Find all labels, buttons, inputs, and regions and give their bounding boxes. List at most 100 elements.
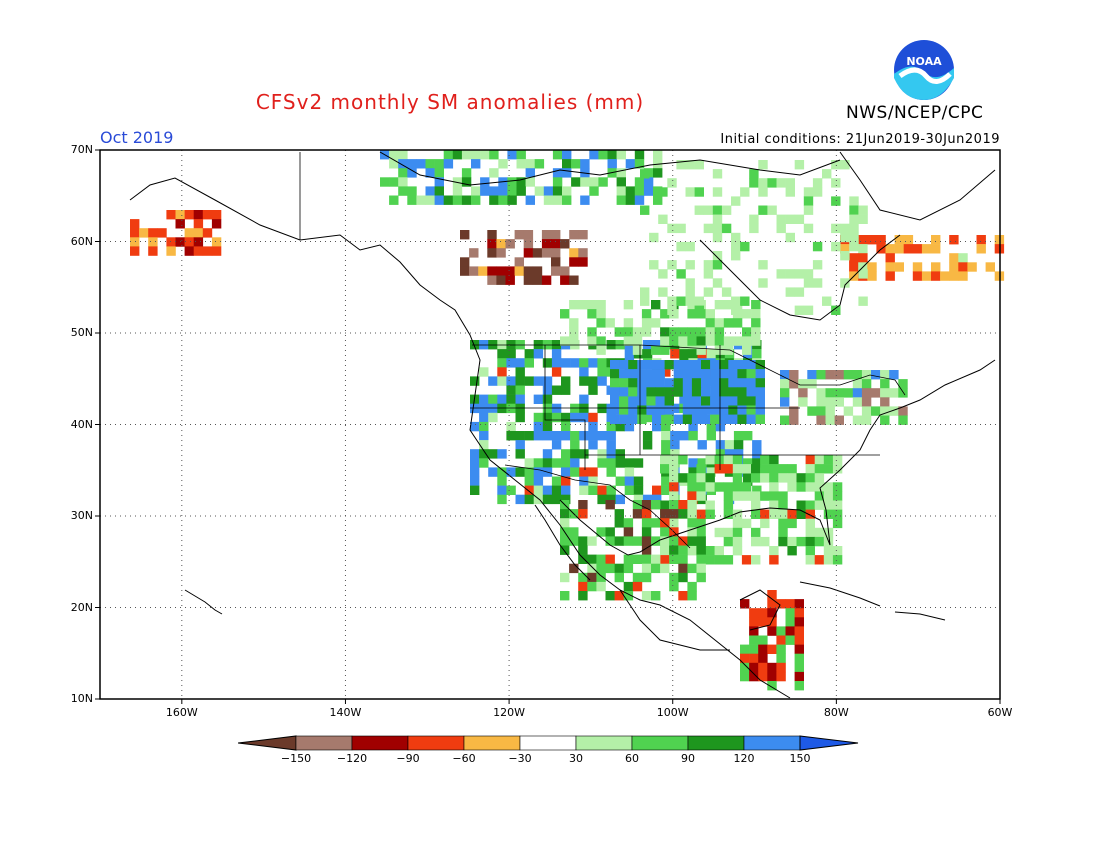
anomaly-cell [193,219,204,229]
coastline-yucatan [739,589,781,631]
anomaly-cell [667,296,677,306]
anomaly-cell [840,278,850,288]
anomaly-cell [741,482,752,492]
anomaly-cell [497,349,507,359]
anomaly-cell [871,406,881,416]
anomaly-cell [696,554,706,564]
anomaly-cell [861,370,872,380]
anomaly-cell [787,509,797,519]
anomaly-cell [723,500,734,510]
anomaly-cell [691,387,702,397]
anomaly-cell [787,482,797,492]
anomaly-cell [551,458,562,468]
anomaly-cell [751,491,761,501]
anomaly-cell [523,239,534,249]
anomaly-cell [732,455,743,465]
anomaly-cell [678,509,688,519]
anomaly-cell [606,458,616,468]
anomaly-cell [778,464,788,474]
anomaly-cell [407,168,417,178]
anomaly-cell [741,518,752,529]
colorbar-swatch [743,735,801,751]
anomaly-cell [610,405,620,415]
chart-title: CFSv2 monthly SM anomalies (mm) [255,90,645,114]
anomaly-cell [641,545,652,555]
anomaly-cell [470,458,480,468]
anomaly-cell [794,214,805,224]
lat-label: 60N [70,234,93,248]
anomaly-cell [794,653,804,664]
anomaly-cell [523,248,534,258]
anomaly-cell [646,387,656,397]
anomaly-cell [755,369,765,379]
anomaly-cell [832,500,843,510]
anomaly-cell [728,378,738,388]
anomaly-cell [710,360,720,370]
anomaly-cell [787,518,797,529]
anomaly-cell [632,509,643,519]
anomaly-cell [523,275,534,285]
anomaly-cell [461,150,472,160]
anomaly-cell [889,370,899,380]
anomaly-cell [789,415,799,425]
anomaly-cell [861,379,872,389]
anomaly-cell [605,318,615,328]
anomaly-cell [688,458,698,468]
anomaly-cell [524,358,534,368]
anomaly-cell [805,546,815,556]
anomaly-cell [696,482,706,492]
anomaly-cell [794,671,804,682]
anomaly-cell [805,500,815,510]
anomaly-cell [561,494,571,505]
anomaly-cell [670,449,680,459]
anomaly-cell [130,246,140,256]
anomaly-cell [832,491,843,501]
anomaly-cell [673,414,684,424]
anomaly-cell [514,266,524,276]
anomaly-cell [898,379,908,389]
anomaly-cell [578,248,588,258]
anomaly-cell [637,387,647,397]
anomaly-cell [785,187,795,197]
anomaly-cell [646,378,656,388]
anomaly-cell [751,336,761,346]
anomaly-cell [479,421,489,432]
anomaly-cell [861,406,872,416]
anomaly-cell [823,482,834,492]
anomaly-cell [407,186,417,196]
anomaly-cell [712,223,723,234]
anomaly-cell [705,555,715,565]
anomaly-cell [682,405,693,415]
anomaly-cell [852,415,863,425]
anomaly-cell [461,177,472,187]
anomaly-cell [696,473,706,483]
anomaly-cell [606,440,616,450]
anomaly-cell [796,536,806,547]
anomaly-cell [823,509,834,519]
anomaly-cell [776,214,786,224]
anomaly-cell [805,509,815,519]
anomaly-cell [211,246,222,256]
anomaly-cell [542,485,553,495]
anomaly-cell [497,467,507,477]
anomaly-cell [661,476,671,486]
anomaly-cell [678,591,688,601]
anomaly-cell [670,431,680,441]
anomaly-cell [632,500,643,510]
anomaly-cell [523,230,534,240]
anomaly-cell [760,473,770,483]
anomaly-cell [814,500,825,510]
anomaly-cell [807,406,817,416]
anomaly-cell [588,467,598,477]
anomaly-cell [605,554,615,564]
anomaly-cell [664,360,674,370]
anomaly-cell [758,205,768,215]
anomaly-cell [834,370,844,380]
anomaly-cell [597,358,607,368]
anomaly-cell [805,527,815,538]
anomaly-cell [749,635,759,645]
anomaly-cell [596,318,606,328]
colorbar-arrow-right [799,735,859,751]
anomaly-cell [653,195,663,205]
anomaly-cell [628,360,638,370]
